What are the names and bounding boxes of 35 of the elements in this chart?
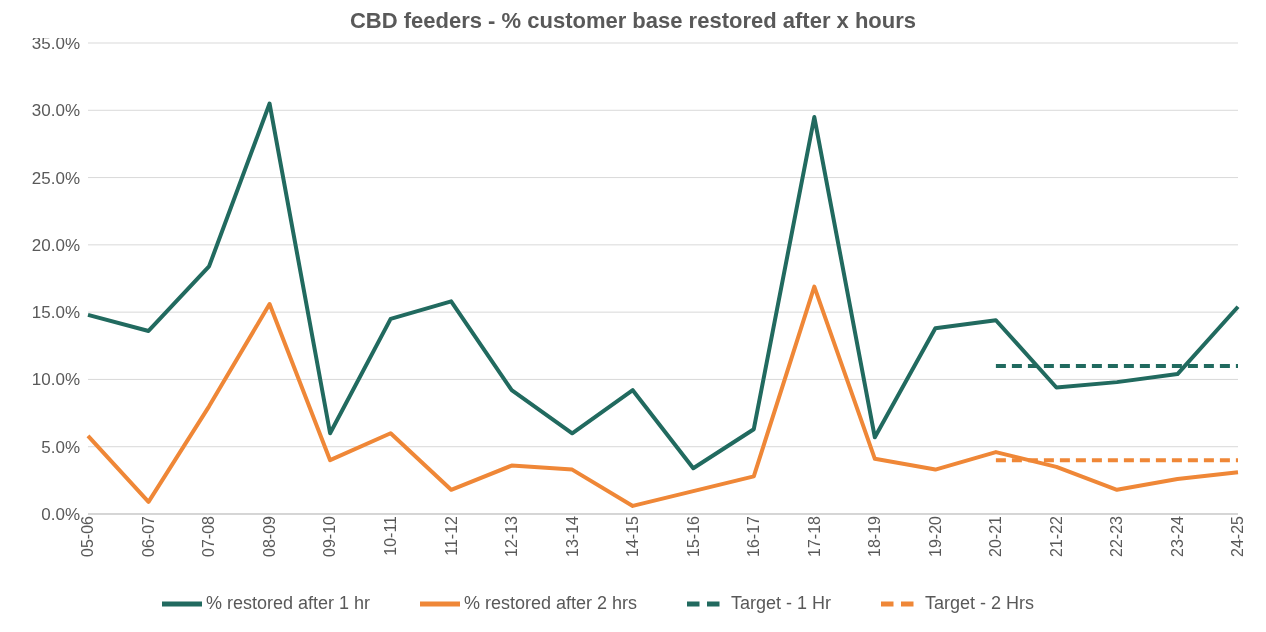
- x-tick-label: 11-12: [442, 515, 460, 556]
- x-tick-label: 22-23: [1108, 515, 1126, 557]
- y-tick-label: 0.0%: [41, 505, 80, 525]
- line-series: [86, 284, 1240, 508]
- chart-title: CBD feeders - % customer base restored after x hours: [349, 8, 917, 33]
- x-tick-label: 14-15: [624, 515, 642, 557]
- legend-label: % restored after 2 hrs: [463, 592, 638, 613]
- x-tick-label: 05-06: [79, 515, 97, 557]
- x-tick-label: 08-09: [260, 515, 278, 557]
- x-tick-label: 17-18: [805, 515, 823, 557]
- x-tick-label: 23-24: [1168, 515, 1186, 557]
- x-tick-label: 18-19: [866, 515, 884, 557]
- x-tick-label: 24-25: [1229, 515, 1247, 557]
- x-tick-label: 20-21: [987, 515, 1005, 557]
- x-tick-label: 15-16: [684, 515, 702, 557]
- y-tick-label: 15.0%: [31, 303, 80, 323]
- y-tick-label: 5.0%: [41, 437, 80, 457]
- x-tick-label: 09-10: [321, 515, 339, 557]
- y-tick-label: 35.0%: [31, 34, 80, 54]
- line-series: [86, 101, 1240, 471]
- x-tick-label: 12-13: [503, 515, 521, 557]
- x-tick-label: 21-22: [1047, 515, 1065, 557]
- x-tick-label: 13-14: [563, 515, 581, 557]
- y-tick-label: 20.0%: [31, 235, 80, 255]
- x-tick-label: 16-17: [745, 515, 763, 557]
- legend-label: Target - 2 Hrs: [925, 592, 1035, 613]
- y-tick-label: 10.0%: [31, 370, 80, 390]
- y-tick-label: 25.0%: [31, 168, 80, 188]
- y-tick-label: 30.0%: [31, 101, 80, 121]
- x-tick-label: 10-11: [381, 515, 399, 556]
- legend-label: Target - 1 Hr: [731, 592, 832, 613]
- x-tick-label: 06-07: [139, 515, 157, 557]
- x-tick-label: 19-20: [926, 515, 944, 557]
- legend-label: % restored after 1 hr: [205, 592, 370, 613]
- x-tick-label: 07-08: [200, 515, 218, 557]
